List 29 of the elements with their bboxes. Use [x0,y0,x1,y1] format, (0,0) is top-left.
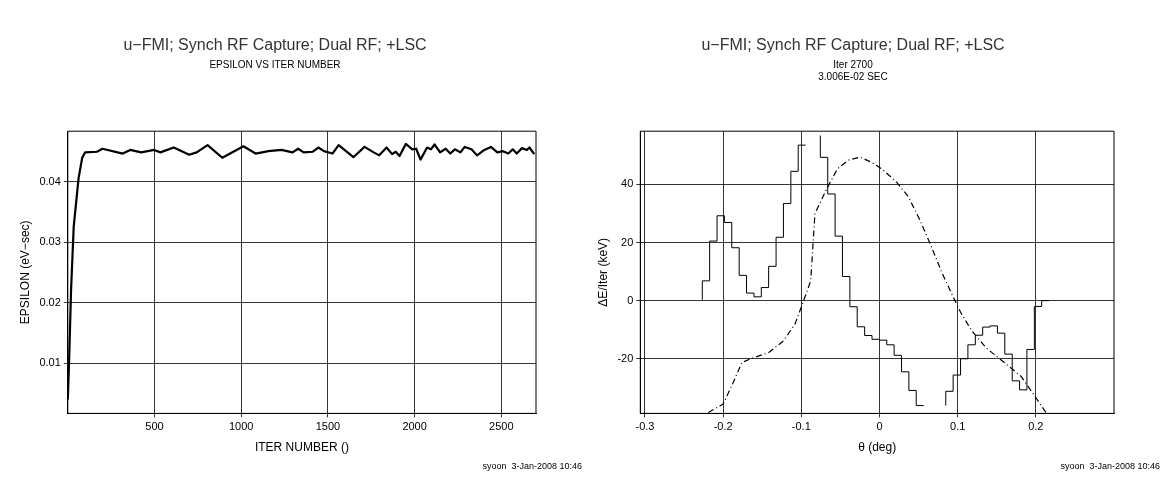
y-axis-title: ΔE/Iter (keV) [595,237,610,307]
x-tick-label: -0.3 [635,420,655,433]
x-axis-title: ITER NUMBER () [254,440,349,455]
x-axis-title: θ (deg) [858,440,897,455]
x-tick-label: -0.1 [791,420,811,433]
x-tick-label: 1500 [315,420,341,433]
y-tick-label: 0.01 [39,356,61,369]
y-tick-label: 0 [627,293,634,306]
y-tick-label: 40 [621,177,634,190]
chart-subtitle: Iter 2700 3.006E-02 SEC [818,58,888,82]
x-tick-label: 1000 [228,420,254,433]
chart-title: u−FMI; Synch RF Capture; Dual RF; +LSC [123,36,427,54]
y-tick-label: 20 [621,235,634,248]
y-tick-label: 0.04 [39,174,61,187]
x-tick-label: 2500 [489,420,514,433]
x-tick-label: 0.1 [950,420,966,433]
x-tick-label: 0.2 [1028,420,1044,433]
y-tick-label: 0.03 [39,235,61,248]
x-tick-label: 0 [876,420,883,433]
y-axis-title: EPSILON (eV−sec) [17,220,32,325]
y-tick-label: -20 [617,351,634,364]
text: syoon 3-Jan-2008 10:46 [1060,460,1160,471]
x-tick-label: 2000 [402,420,427,433]
x-tick-label: 500 [145,420,164,433]
text: syoon 3-Jan-2008 10:46 [482,460,582,471]
y-tick-label: 0.02 [39,295,61,308]
chart-title: u−FMI; Synch RF Capture; Dual RF; +LSC [701,36,1005,54]
x-tick-label: -0.2 [713,420,733,433]
chart-subtitle: EPSILON VS ITER NUMBER [209,58,341,70]
